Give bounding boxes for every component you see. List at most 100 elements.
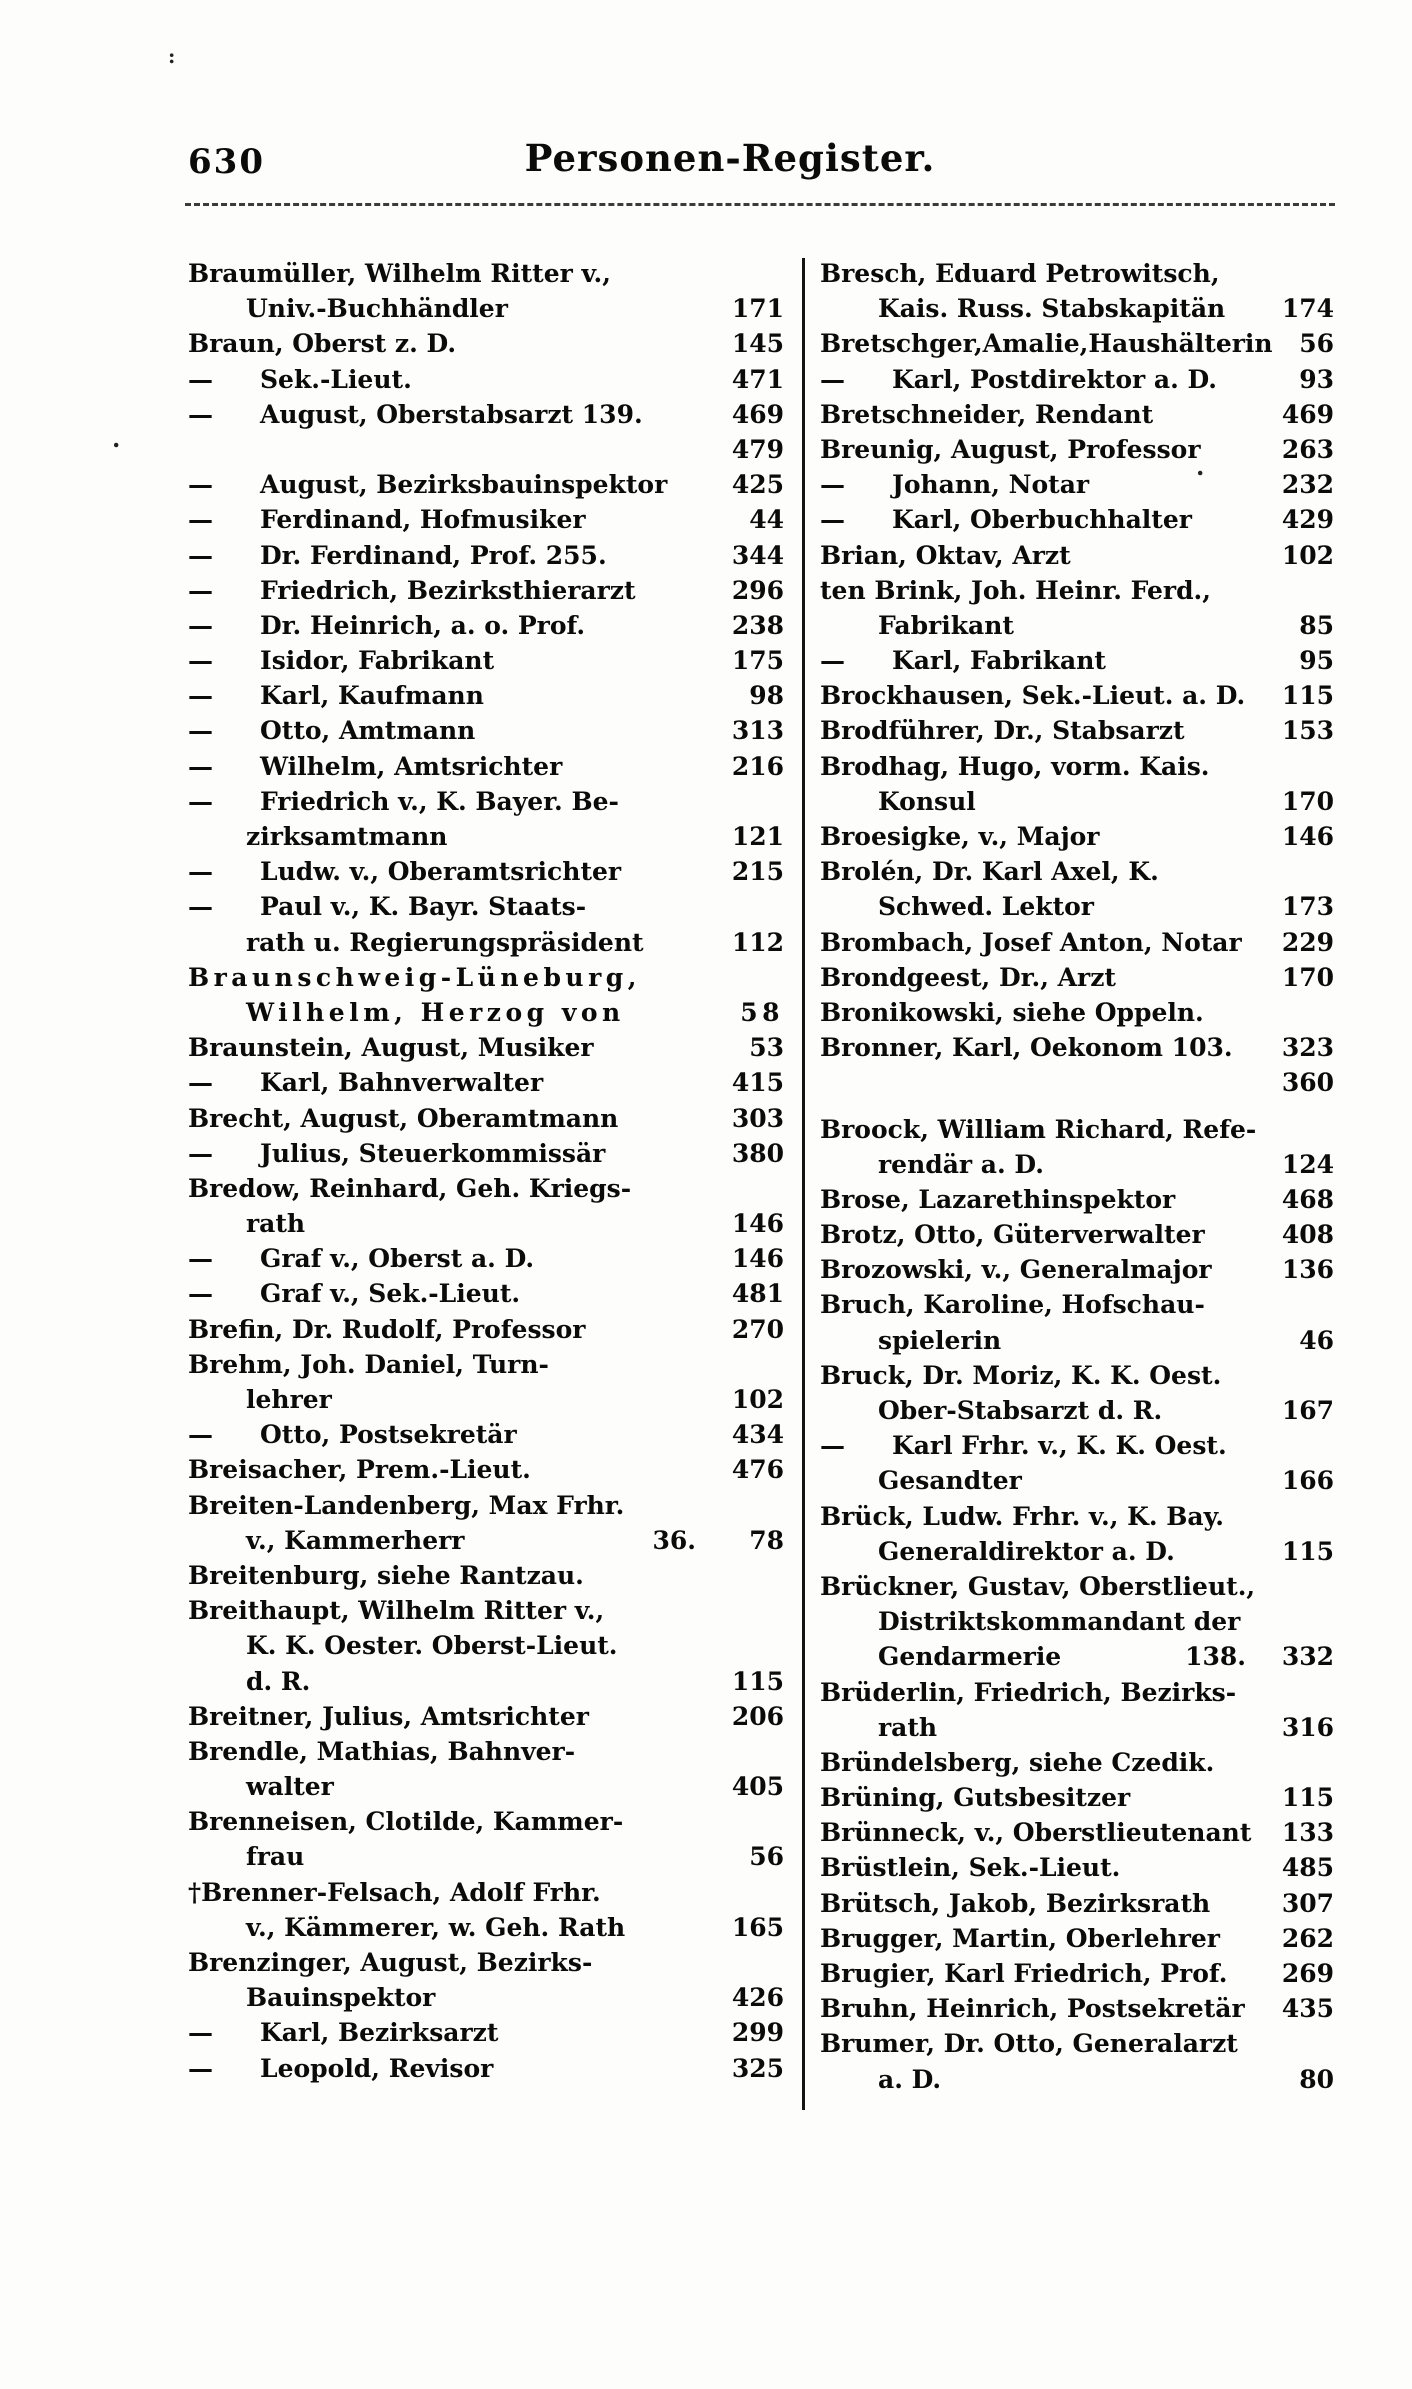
index-line: Bronikowski, siehe Oppeln. [820,995,1334,1030]
entry-text: Brütsch, Jakob, Bezirksrath [820,1888,1211,1918]
page-ref: 115 [731,1666,784,1696]
page-ref: 146 [1281,822,1334,851]
index-line: Brodführer, Dr., Stabsarzt 153 [820,713,1334,748]
index-line: Brolén, Dr. Karl Axel, K. [820,854,1334,889]
index-line: — Karl, Bezirksarzt 299 [188,2015,784,2050]
entry-text: Karl Frhr. v., K. K. Oest. [892,1431,1227,1461]
index-line: rath 146 [188,1206,784,1241]
entry-text: Bretschger,Amalie,Haushälterin [820,329,1273,359]
index-line: Univ.-Buchhändler 171 [188,291,784,326]
entry-text: v., Kämmerer, w. Geh. Rath [246,1912,626,1942]
entry-text: Isidor, Fabrikant [260,646,495,676]
entry-text: Generaldirektor a. D. [878,1536,1175,1566]
index-line: v., Kammerherr 36. 78 [188,1523,784,1558]
page-ref: 468 [1281,1184,1334,1214]
entry-text: v., Kammerherr [246,1525,465,1555]
ditto-dash: — [188,892,213,922]
page-ref: 121 [731,822,784,851]
index-line: Breitenburg, siehe Rantzau. [188,1558,784,1593]
index-line: Bründelsberg, siehe Czedik. [820,1745,1334,1780]
index-line: Bretschger,Amalie,Haushälterin 56 [820,326,1334,361]
entry-text: Karl, Oberbuchhalter [892,505,1192,535]
page-ref: 85 [1299,610,1334,640]
page-ref: 206 [731,1701,784,1731]
index-line: a. D. 80 [820,2062,1334,2097]
entry-text: Paul v., K. Bayr. Staats- [260,892,587,922]
page-number: 630 [188,142,265,182]
index-line: Gendarmerie 138. 332 [820,1639,1334,1674]
page-ref: 53 [749,1033,784,1063]
index-line: v., Kämmerer, w. Geh. Rath 165 [188,1910,784,1945]
page-ref: 58 [740,997,784,1027]
page-ref: 145 [731,329,784,359]
index-line: Breitner, Julius, Amtsrichter 206 [188,1699,784,1734]
page-ref: 425 [731,470,784,500]
page-ref: 232 [1281,470,1334,500]
entry-text: Brugger, Martin, Oberlehrer [820,1923,1220,1953]
index-line: Broock, William Richard, Refe- [820,1112,1334,1147]
entry-text: Bronner, Karl, Oekonom 103. [820,1033,1233,1063]
page-ref: 471 [731,364,784,394]
index-line: d. R. 115 [188,1664,784,1699]
page-ref: 102 [1281,540,1334,570]
page-ref: 166 [1281,1466,1334,1496]
index-line: — Leopold, Revisor 325 [188,2051,784,2086]
entry-text: rath [246,1209,306,1239]
index-line: Brück, Ludw. Frhr. v., K. Bay. [820,1499,1334,1534]
index-line: Gesandter 166 [820,1463,1334,1498]
page-ref: 323 [1281,1033,1334,1063]
entry-text: Broock, William Richard, Refe- [820,1114,1257,1144]
index-line: — Otto, Amtmann 313 [188,713,784,748]
entry-text: spielerin [878,1325,1002,1355]
entry-text: Dr. Heinrich, a. o. Prof. [260,610,586,640]
page-ref: 476 [731,1455,784,1485]
entry-text: Brenneisen, Clotilde, Kammer- [188,1807,624,1837]
index-line: Brendle, Mathias, Bahnver- [188,1734,784,1769]
ditto-dash: — [188,1244,213,1274]
entry-text: Brefin, Dr. Rudolf, Professor [188,1314,586,1344]
index-line: Brüstlein, Sek.-Lieut. 485 [820,1850,1334,1885]
entry-text: Brozowski, v., Generalmajor [820,1255,1212,1285]
entry-text: Julius, Steuerkommissär [260,1138,606,1168]
entry-text: Bruhn, Heinrich, Postsekretär [820,1994,1245,2024]
index-line: Brüning, Gutsbesitzer 115 [820,1780,1334,1815]
entry-text: Ludw. v., Oberamtsrichter [260,857,622,887]
index-line: — Julius, Steuerkommissär 380 [188,1136,784,1171]
entry-text: Breitenburg, siehe Rantzau. [188,1560,584,1590]
ditto-dash: — [188,505,213,535]
index-line: — Johann, Notar 232 [820,467,1334,502]
page-ref: 146 [731,1244,784,1274]
index-line: Braun, Oberst z. D. 145 [188,326,784,361]
ditto-dash: — [188,399,213,429]
page-ref: 435 [1281,1994,1334,2024]
page-ref: 124 [1281,1149,1334,1179]
index-line: Breisacher, Prem.-Lieut. 476 [188,1452,784,1487]
entry-text: Bruck, Dr. Moriz, K. K. Oest. [820,1360,1222,1390]
entry-text: Konsul [878,786,976,816]
index-line: Brückner, Gustav, Oberstlieut., [820,1569,1334,1604]
page-ref: 136 [1281,1255,1334,1285]
ditto-dash: — [188,575,213,605]
page-ref: 165 [731,1912,784,1942]
entry-text: Bresch, Eduard Petrowitsch, [820,259,1220,288]
index-line: Distriktskommandant der [820,1604,1334,1639]
entry-text: Distriktskommandant der [878,1607,1241,1637]
page-ref: 146 [731,1209,784,1239]
ditto-dash: — [188,786,213,816]
entry-text: Graf v., Sek.-Lieut. [260,1279,521,1309]
index-line: Brugier, Karl Friedrich, Prof. 269 [820,1956,1334,1991]
page-ref: 408 [1281,1220,1334,1250]
ditto-dash: — [188,540,213,570]
index-line: — Isidor, Fabrikant 175 [188,643,784,678]
entry-text: Karl, Bezirksarzt [260,2018,499,2048]
entry-text: Brodhag, Hugo, vorm. Kais. [820,751,1210,781]
page-ref: 115 [1281,681,1334,711]
ditto-dash: — [188,857,213,887]
page-ref: 313 [731,716,784,746]
header-rule [185,203,1335,206]
index-line: Brose, Lazarethinspektor 468 [820,1182,1334,1217]
ditto-dash: — [188,2053,213,2083]
index-line: Brugger, Martin, Oberlehrer 262 [820,1921,1334,1956]
entry-text: August, Bezirksbauinspektor [260,470,668,500]
page-ref: 56 [1299,329,1334,359]
